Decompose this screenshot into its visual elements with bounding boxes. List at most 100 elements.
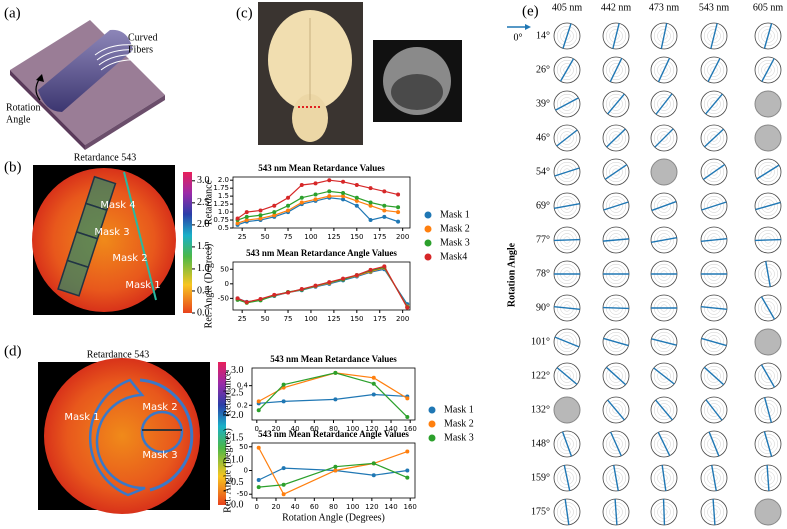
orientation-line [604,164,628,180]
x-tick-label: 75 [284,233,293,241]
polar-ring [563,338,571,346]
row-label: 175° [531,506,550,517]
polar-ring [557,196,577,216]
polar-ring [563,372,571,380]
polar-ring [609,97,623,111]
orientation-line [657,432,671,456]
y-tick-label: 0.5 [218,224,229,232]
x-tick-label: 50 [261,315,270,323]
orientation-line [563,465,571,491]
data-point [313,192,318,197]
data-point [244,210,249,215]
data-point [299,200,304,205]
orientation-line [553,238,581,242]
legend-marker [424,239,432,247]
polar-ring [707,199,721,213]
orientation-line [704,128,724,148]
polar-ring [704,332,724,352]
polar-ring [606,94,626,114]
colorbar-tick-label: 0.5 [197,285,210,296]
orientation-line [554,167,580,177]
data-point [341,179,346,184]
polar-ring [557,26,577,46]
x-tick-label: 140 [384,503,397,511]
x-tick-label: 60 [310,425,319,433]
orientation-line [760,296,776,320]
data-point [341,190,346,195]
polar-ring [761,29,775,43]
polar-ring [560,437,574,451]
data-point [405,396,410,401]
data-point [299,182,304,187]
polar-ring [612,202,620,210]
polar-ring [609,471,623,485]
x-tick-label: 140 [384,425,397,433]
y-axis-label: Ret. Angle (Degrees) [203,244,214,329]
data-point [371,375,376,380]
empty-cell [754,328,782,356]
polar-ring [758,264,778,284]
data-point [281,492,286,497]
orientation-line [701,337,727,347]
orientation-line [614,498,618,526]
x-tick-label: 120 [365,425,378,433]
polar-ring [660,134,668,142]
orientation-line [610,431,622,457]
polar-ring [654,366,674,386]
data-point [281,382,286,387]
polar-ring [606,400,626,420]
polar-ring [560,97,574,111]
polar-ring [557,366,577,386]
x-tick-label: 175 [373,315,386,323]
data-point [354,195,359,200]
orientation-line [655,399,673,421]
polar-ring [758,434,778,454]
orientation-line [559,58,575,82]
orientation-line [711,465,717,491]
legend-label: Mask 1 [440,209,470,220]
orientation-line [700,237,728,243]
polar-ring [606,332,626,352]
orientation-line [607,93,625,115]
data-point [313,181,318,186]
colorbar-tick-label: 3.0 [231,365,244,376]
legend-marker [424,211,432,219]
data-point [405,415,410,420]
orientation-line [765,261,771,287]
polar-ring [660,406,668,414]
row-label: 122° [531,370,550,381]
polar-ring [557,298,577,318]
data-point [299,195,304,200]
data-point [371,392,376,397]
legend-marker [428,420,436,428]
panel-label: (b) [4,159,22,175]
data-point [235,296,240,301]
polar-ring [657,335,671,349]
data-point [235,221,240,226]
orientation-line [661,465,667,491]
row-label: 39° [536,98,550,109]
annotation: Angle [6,114,31,125]
x-tick-label: 0 [255,503,259,511]
data-point [286,290,291,295]
chart-title: 543 nm Mean Retardance Values [258,163,385,173]
polar-ring [657,233,671,247]
y-tick-label: 1.0 [218,208,229,216]
orientation-line [657,57,671,83]
polar-ring [704,128,724,148]
orientation-line [755,201,781,211]
y-tick-label: 1.75 [213,184,229,192]
schematic [10,20,165,150]
orientation-line [603,337,629,347]
data-point [286,203,291,208]
polar-ring [710,406,718,414]
data-point [396,210,401,215]
polar-ring [704,196,724,216]
polar-ring [654,230,674,250]
x-tick-label: 25 [238,315,247,323]
row-label: 148° [531,438,550,449]
orientation-line [761,58,775,82]
data-point [382,203,387,208]
polar-ring [654,196,674,216]
orientation-line [607,399,625,421]
